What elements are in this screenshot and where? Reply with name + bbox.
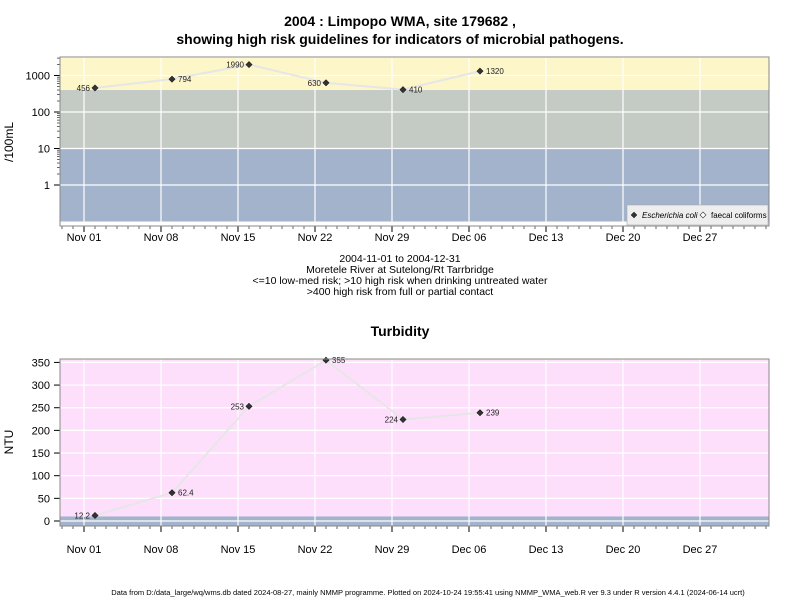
data-point [168, 489, 176, 497]
x-tick-label: Nov 01 [67, 232, 102, 244]
data-label: 355 [332, 356, 346, 365]
data-label: 12.2 [74, 511, 90, 520]
x-tick-label: Nov 15 [221, 544, 256, 556]
x-tick-label: Dec 06 [452, 232, 487, 244]
y-tick-label: 250 [32, 403, 50, 415]
legend-symbol-ecoli [630, 211, 638, 219]
data-point [245, 402, 253, 410]
data-point [91, 84, 99, 92]
x-tick-label: Dec 13 [529, 232, 564, 244]
y-tick-label: 1 [44, 180, 50, 192]
risk-band [60, 90, 769, 149]
data-point [168, 75, 176, 83]
data-label: 62.4 [178, 489, 194, 498]
data-point [245, 61, 253, 69]
data-point [399, 415, 407, 424]
y-tick-label: 100 [32, 107, 50, 119]
x-tick-label: Nov 29 [375, 232, 410, 244]
y-tick-label: 350 [32, 357, 50, 369]
x-tick-label: Dec 13 [529, 544, 564, 556]
y-tick-label: 1000 [26, 71, 50, 83]
y-axis-label: /100mL [2, 122, 16, 162]
x-tick-label: Dec 27 [683, 232, 718, 244]
data-point [91, 511, 99, 520]
data-label: 410 [409, 86, 423, 95]
data-point [476, 409, 484, 417]
y-tick-label: 0 [44, 516, 50, 528]
chart-title-line2: showing high risk guidelines for indicat… [176, 31, 624, 47]
info-date-range: 2004-11-01 to 2004-12-31 [339, 253, 461, 265]
legend-box [626, 204, 769, 226]
info-risk-drinking: <=10 low-med risk; >10 high risk when dr… [252, 275, 548, 287]
data-point [322, 79, 330, 87]
y-tick-label: 50 [38, 493, 50, 505]
x-tick-label: Nov 08 [144, 544, 179, 556]
y-tick-label: 150 [32, 448, 50, 460]
risk-band [60, 58, 769, 91]
series-line [94, 63, 481, 91]
legend-label-ecoli: Escherichia coli [642, 211, 698, 220]
data-point [476, 67, 484, 75]
x-tick-label: Nov 15 [221, 232, 256, 244]
x-tick-label: Dec 20 [606, 232, 641, 244]
legend-symbol-faecal [699, 211, 707, 219]
y-tick-label: 100 [32, 471, 50, 483]
data-label: 224 [385, 416, 399, 425]
x-tick-label: Nov 08 [144, 232, 179, 244]
plot-frame [59, 358, 770, 527]
x-tick-label: Dec 27 [683, 544, 718, 556]
y-tick-label: 300 [32, 380, 50, 392]
y-tick-label: 200 [32, 425, 50, 437]
data-label: 456 [77, 84, 91, 93]
x-tick-label: Nov 22 [298, 544, 333, 556]
plot-frame [59, 56, 770, 227]
info-location: Moretele River at Sutelong/Rt Tarrbridge [306, 264, 494, 276]
data-label: 630 [308, 79, 322, 88]
info-risk-contact: >400 high risk from full or partial cont… [306, 286, 494, 298]
chart-title-line1: 2004 : Limpopo WMA, site 179682 , [284, 13, 516, 29]
legend-label-faecal: faecal coliforms [711, 211, 767, 220]
y-tick-label: 10 [38, 144, 50, 156]
series-line [94, 358, 481, 517]
x-tick-label: Nov 29 [375, 544, 410, 556]
data-point [399, 86, 407, 94]
y-axis-label: NTU [2, 430, 16, 455]
data-label: 1320 [486, 67, 504, 76]
x-tick-label: Dec 06 [452, 544, 487, 556]
data-label: 253 [231, 402, 245, 411]
x-tick-label: Nov 01 [67, 544, 102, 556]
footer-note: Data from D:/data_large/wq/wms.db dated … [111, 588, 745, 597]
x-tick-label: Dec 20 [606, 544, 641, 556]
turbidity-background [60, 359, 769, 526]
data-label: 794 [178, 75, 192, 84]
x-tick-label: Nov 22 [298, 232, 333, 244]
turbidity-title: Turbidity [370, 323, 430, 339]
data-label: 1990 [226, 61, 244, 70]
data-label: 239 [486, 409, 500, 418]
